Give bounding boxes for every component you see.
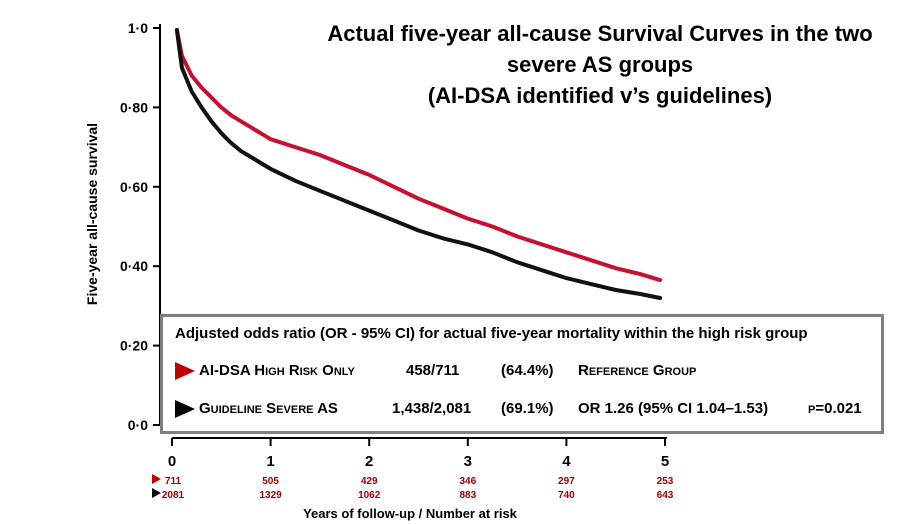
- number-at-risk-black: 740: [558, 490, 575, 501]
- results-row-ai-dsa: AI-DSA High Risk Only 458/711 (64.4%) Re…: [175, 360, 875, 382]
- y-tick-label: 0·40: [120, 258, 148, 274]
- odds-ratio-result: Reference Group: [578, 362, 697, 379]
- number-at-risk-red: 711: [165, 476, 182, 487]
- event-percent: (69.1%): [501, 400, 554, 417]
- x-tick-label: 2: [365, 453, 373, 470]
- group-name: AI-DSA High Risk Only: [199, 362, 355, 379]
- y-tick-label: 0·80: [120, 99, 148, 115]
- x-axis-label: Years of follow-up / Number at risk: [303, 506, 517, 521]
- results-box-heading: Adjusted odds ratio (OR - 95% CI) for ac…: [175, 325, 808, 342]
- y-tick-label: 0·20: [120, 338, 148, 354]
- series-line-red: [174, 28, 663, 283]
- risk-row-black-marker-icon: [152, 488, 161, 498]
- y-axis: 0·0 0·20 0·40 0·60 0·80 1·0: [120, 20, 161, 433]
- x-tick-label: 5: [661, 453, 669, 470]
- number-at-risk-black: 2081: [162, 490, 185, 501]
- risk-row-red-marker-icon: [152, 474, 161, 484]
- black-triangle-icon: [175, 400, 195, 419]
- p-value: p=0.021: [808, 400, 862, 417]
- series-line-black: [174, 28, 663, 300]
- number-at-risk-red: 346: [459, 476, 476, 487]
- x-tick-label: 0: [168, 453, 176, 470]
- x-tick-label: 4: [562, 453, 571, 470]
- number-at-risk-table: 711 505 429 346 297 253 2081 1329 1062 883 740 643: [162, 476, 674, 501]
- y-tick-label: 0·60: [120, 179, 148, 195]
- event-count: 1,438/2,081: [392, 400, 472, 417]
- x-tick-label: 1: [266, 453, 274, 470]
- number-at-risk-black: 883: [459, 490, 476, 501]
- x-tick-label: 3: [464, 453, 472, 470]
- chart-title: Actual five-year all-cause Survival Curv…: [280, 18, 920, 111]
- red-triangle-icon: [175, 362, 195, 381]
- number-at-risk-red: 505: [262, 476, 279, 487]
- x-axis: 0 1 2 3 4 5: [168, 437, 669, 470]
- number-at-risk-black: 1062: [358, 490, 381, 501]
- chart-title-line-3: (AI-DSA identified v’s guidelines): [427, 83, 773, 108]
- number-at-risk-red: 297: [558, 476, 575, 487]
- y-tick-label: 0·0: [128, 417, 148, 433]
- chart-title-line-2: severe AS groups: [506, 52, 694, 77]
- event-count: 458/711: [406, 362, 460, 379]
- number-at-risk-black: 643: [657, 490, 674, 501]
- chart-title-line-1: Actual five-year all-cause Survival Curv…: [327, 21, 873, 46]
- survival-curves: [174, 28, 663, 300]
- results-row-guideline: Guideline Severe AS 1,438/2,081 (69.1%) …: [175, 398, 880, 420]
- number-at-risk-black: 1329: [259, 490, 282, 501]
- number-at-risk-red: 253: [657, 476, 674, 487]
- number-at-risk-red: 429: [361, 476, 378, 487]
- y-axis-label: Five-year all-cause survival: [84, 122, 100, 306]
- event-percent: (64.4%): [501, 362, 554, 379]
- odds-ratio-result: OR 1.26 (95% CI 1.04–1.53): [578, 400, 769, 417]
- group-name: Guideline Severe AS: [199, 400, 338, 417]
- results-box: Adjusted odds ratio (OR - 95% CI) for ac…: [160, 314, 884, 434]
- y-tick-label: 1·0: [128, 20, 148, 36]
